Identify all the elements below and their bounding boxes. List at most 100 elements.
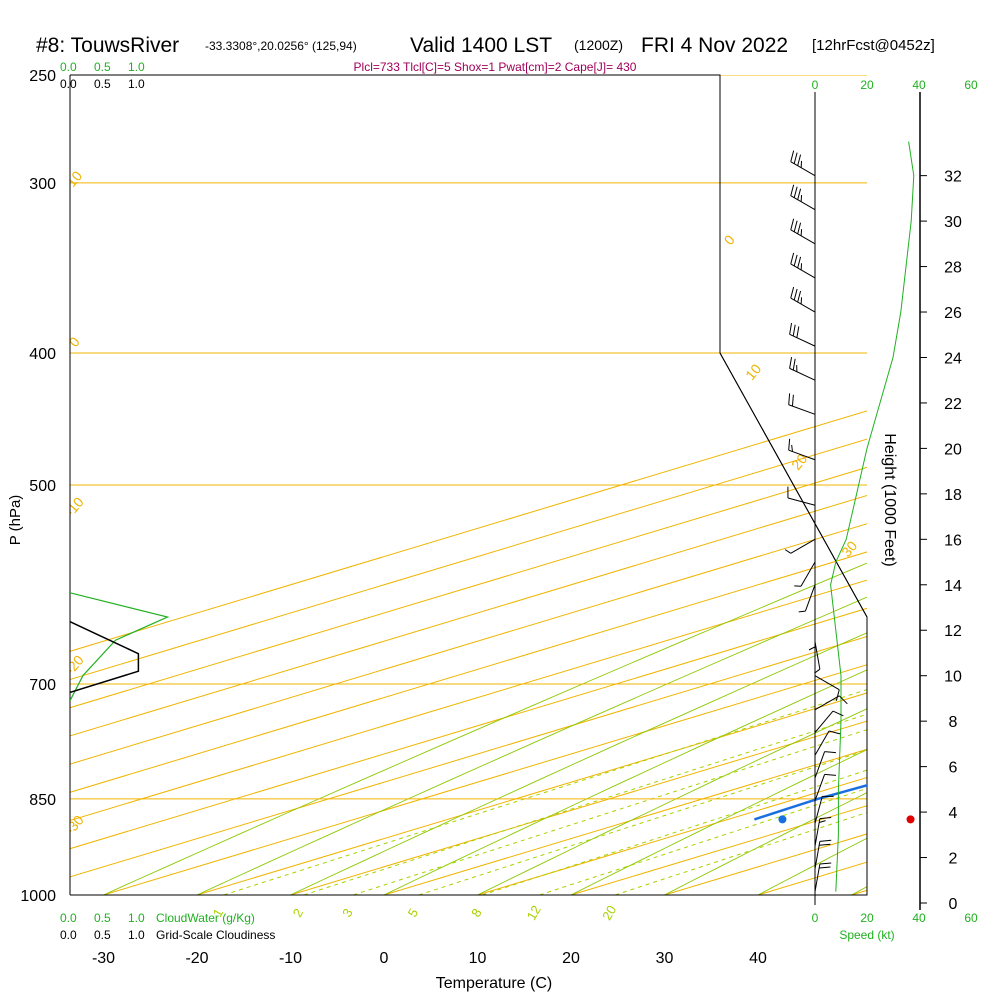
wind-barb-staff: [814, 641, 821, 670]
cloudwater-profile: [70, 592, 170, 701]
wind-barb-flag: [790, 218, 795, 230]
height-tick-label: 24: [944, 350, 962, 367]
mixing-ratio-label: 5: [405, 906, 422, 920]
wind-barb-flag: [819, 817, 832, 820]
wind-barb-staff: [788, 449, 816, 461]
wind-barb-flag: [790, 150, 795, 162]
wind-barb-flag: [788, 438, 791, 451]
pressure-tick-label: 500: [29, 478, 56, 495]
dry-adiabat-line: [103, 562, 867, 895]
wind-barb: [808, 618, 816, 651]
wind-barb-staff: [804, 584, 816, 612]
pressure-tick-label: 250: [29, 68, 56, 85]
wind-barb: [814, 839, 832, 869]
wind-barb: [814, 862, 832, 892]
wind-barb-flag: [832, 710, 844, 717]
height-tick-label: 20: [944, 441, 962, 458]
isotherm-label: -10: [62, 494, 87, 520]
wind-barb: [814, 730, 841, 756]
mixing-ratio-label: 3: [339, 906, 356, 920]
mixing-ratio-line: [615, 812, 867, 895]
wind-barb-flag: [793, 186, 798, 198]
wind-barb: [814, 795, 834, 824]
height-tick-label: 18: [944, 487, 962, 504]
wind-barb-staff: [814, 675, 840, 691]
isotherm-line: [196, 692, 867, 895]
wind-panel: [784, 92, 915, 905]
wind-barb-staff: [789, 333, 816, 347]
cloud-scale-top-black-2: 1.0: [128, 77, 145, 91]
wind-barb: [814, 751, 836, 779]
mixing-ratio-line: [353, 729, 867, 895]
diagonal-boundary: [719, 352, 868, 618]
wind-barb-staff: [800, 561, 816, 587]
pressure-tick-label: 700: [29, 677, 56, 694]
wind-barb: [790, 184, 816, 211]
height-tick-label: 26: [944, 305, 962, 322]
wind-barb-flag: [797, 256, 802, 269]
height-tick-label: 12: [944, 623, 962, 640]
wind-barb-flag: [798, 610, 806, 613]
speed-label: Speed (kt): [839, 928, 894, 942]
forecast-date: FRI 4 Nov 2022: [641, 34, 788, 57]
wind-barb: [814, 710, 844, 733]
pressure-tick-label: 850: [29, 792, 56, 809]
dry-adiabat-line: [664, 792, 867, 895]
station-name: #8: TouwsRiver: [36, 34, 179, 57]
parcel-trace: [904, 307, 1000, 820]
mixing-ratio-label: 2: [290, 906, 307, 920]
height-tick-label: 2: [949, 851, 958, 868]
wind-barb-flag: [793, 288, 798, 301]
wind-barb: [788, 438, 816, 461]
wind-barb: [798, 584, 816, 613]
height-tick-label: 22: [944, 396, 962, 413]
wind-barb-staff: [787, 497, 816, 506]
wind-barb-flag: [789, 322, 793, 335]
isotherm-line: [290, 720, 867, 895]
cloud-scale-top-green-2: 1.0: [128, 60, 145, 74]
isotherm-label: 10: [742, 361, 764, 383]
wind-barb-flag: [819, 843, 831, 846]
wind-barb-flag: [784, 549, 792, 554]
wind-barb-flag: [789, 357, 793, 369]
wind-barb-staff: [790, 195, 816, 211]
wind-barb-flag: [808, 646, 816, 651]
y-axis-label: P (hPa): [7, 495, 24, 546]
utc-time: (1200Z): [574, 37, 623, 53]
wind-barb: [814, 675, 840, 701]
pressure-tick-label: 300: [29, 176, 56, 193]
temperature-tick-label: 30: [656, 950, 674, 967]
wind-barb-staff: [814, 730, 830, 756]
wind-barb: [784, 538, 816, 554]
mixing-ratio-lines: [223, 689, 867, 895]
dry-adiabat-line: [477, 708, 867, 895]
wind-barb-flag: [796, 326, 800, 338]
speed-tick-top: 20: [860, 78, 874, 92]
wind-barb-staff: [814, 863, 821, 892]
mixing-ratio-label: 20: [599, 903, 619, 923]
wind-barb-flag: [824, 773, 836, 776]
wind-barb-flag: [797, 290, 802, 303]
wind-barb-staff: [814, 774, 826, 801]
isotherm-line: [851, 889, 867, 895]
station-coords: -33.3308°,20.0256° (125,94): [205, 39, 357, 53]
temperature-tick-label: 0: [380, 950, 389, 967]
wind-barb-staff: [790, 229, 816, 245]
wind-barb-staff: [790, 297, 816, 313]
wind-barbs: [784, 150, 848, 892]
wind-barb: [790, 286, 816, 313]
cloud-scale-bottom-green-1: 0.5: [94, 911, 111, 925]
wind-barb-staff: [814, 695, 840, 711]
surface-dewpoint-dot: [778, 815, 787, 824]
wind-barb: [814, 773, 836, 801]
wind-barb-staff: [814, 796, 823, 824]
speed-tick-top: 0: [812, 78, 819, 92]
wind-barb-staff: [788, 404, 816, 415]
wind-barb-flag: [791, 394, 794, 407]
pressure-tick-label: 1000: [20, 888, 56, 905]
wind-barb-flag: [814, 668, 821, 674]
cloud-scale-top-green-0: 0.0: [60, 60, 77, 74]
